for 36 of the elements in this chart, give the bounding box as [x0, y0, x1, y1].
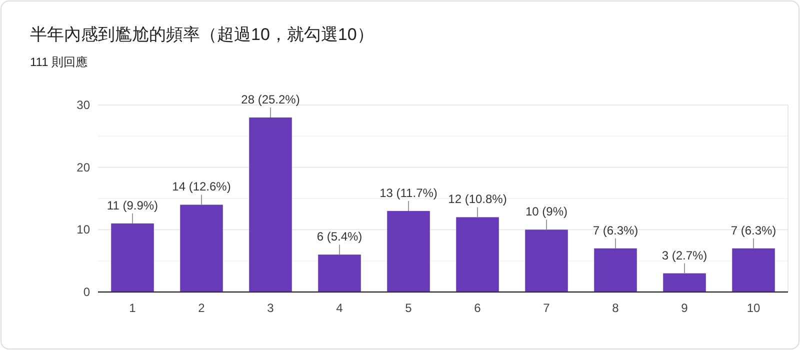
data-label: 6 (5.4%) [316, 230, 362, 244]
chart-subtitle: 111 則回應 [30, 55, 88, 69]
y-tick-label: 10 [76, 222, 90, 237]
x-tick-label: 8 [612, 301, 620, 315]
bar [180, 204, 223, 292]
chart-title: 半年內感到尷尬的頻率（超過10，就勾選10） [30, 25, 374, 44]
x-tick-label: 2 [198, 301, 206, 315]
x-tick-label: 4 [336, 301, 344, 315]
x-tick-label: 5 [405, 301, 412, 315]
x-tick-label: 10 [746, 301, 760, 315]
bar [525, 230, 568, 292]
y-tick-label: 20 [76, 160, 90, 174]
y-tick-label: 0 [83, 285, 90, 299]
data-label: 3 (2.7%) [662, 248, 708, 262]
data-label: 7 (6.3%) [592, 223, 638, 238]
x-tick-label: 9 [681, 301, 688, 315]
data-label: 11 (9.9%) [106, 198, 158, 212]
bar [456, 217, 499, 292]
y-tick-label: 30 [76, 98, 90, 112]
x-tick-label: 7 [543, 301, 550, 315]
data-label: 12 (10.8%) [448, 192, 507, 206]
data-label: 14 (12.6%) [172, 180, 231, 194]
x-tick-label: 3 [267, 301, 274, 315]
bar [594, 248, 637, 292]
bar [318, 254, 361, 292]
bar [111, 223, 154, 292]
x-tick-label: 1 [129, 301, 136, 315]
bar [732, 248, 775, 292]
data-label: 10 (9%) [525, 204, 568, 219]
data-label: 13 (11.7%) [380, 186, 438, 200]
bar [387, 210, 430, 292]
bar [249, 117, 292, 292]
x-tick-label: 6 [474, 301, 482, 315]
data-label: 7 (6.3%) [730, 223, 776, 238]
data-label: 28 (25.2%) [241, 92, 300, 106]
bar [663, 273, 706, 292]
